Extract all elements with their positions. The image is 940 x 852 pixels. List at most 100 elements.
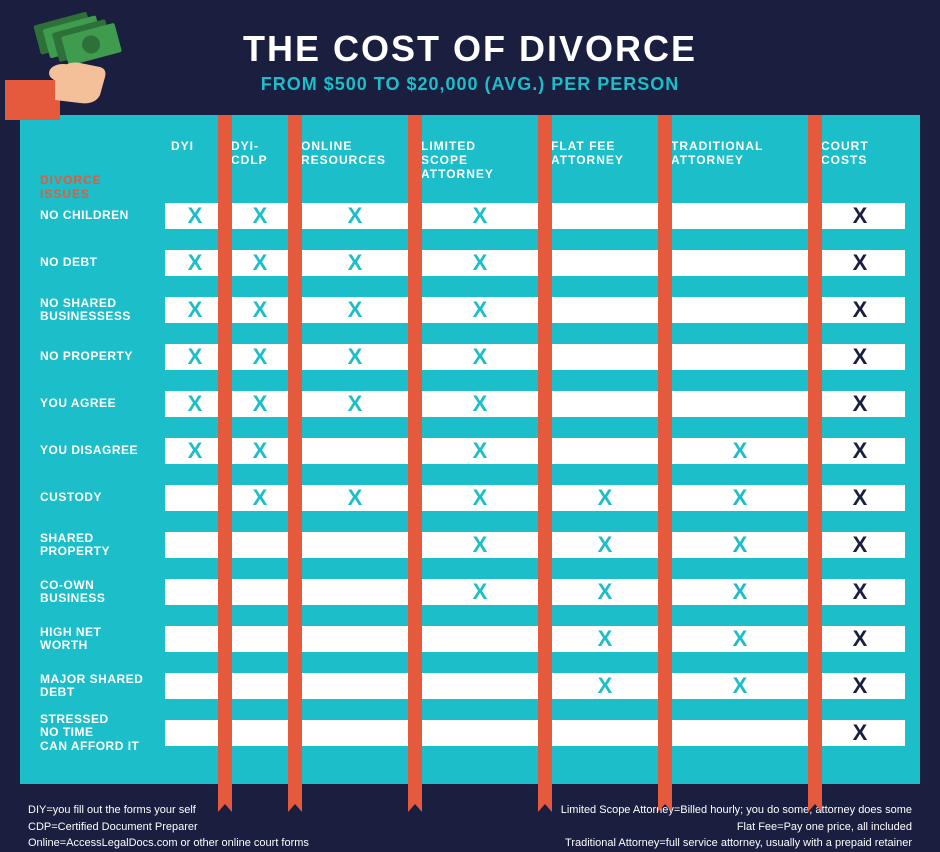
table-cell: [415, 673, 545, 699]
table-cell: X: [295, 344, 415, 370]
table-cell: X: [815, 626, 905, 652]
divider-ribbon: [408, 115, 422, 804]
divider-ribbon: [538, 115, 552, 804]
table-cell: [295, 438, 415, 464]
table-cell: X: [415, 250, 545, 276]
table-cell: X: [415, 203, 545, 229]
row-label: NO DEBT: [40, 242, 165, 284]
table-cell: X: [815, 720, 905, 746]
column-header: DYI-CDLP: [225, 135, 295, 195]
table-cell: X: [665, 673, 815, 699]
table-cell: X: [415, 532, 545, 558]
row-label: CUSTODY: [40, 477, 165, 519]
table-cell: X: [225, 297, 295, 323]
table-cell: [545, 297, 665, 323]
table-cell: X: [665, 532, 815, 558]
divider-ribbon: [288, 115, 302, 804]
table-cell: X: [815, 438, 905, 464]
table-cell: [165, 485, 225, 511]
table-cell: X: [415, 297, 545, 323]
table-cell: X: [815, 391, 905, 417]
table-cell: X: [665, 626, 815, 652]
table-cell: [545, 720, 665, 746]
money-hand-icon: [5, 5, 155, 130]
table-cell: [665, 203, 815, 229]
table-cell: X: [295, 250, 415, 276]
table-cell: [225, 626, 295, 652]
column-header: ONLINERESOURCES: [295, 135, 415, 195]
table-cell: X: [815, 485, 905, 511]
divider-ribbon: [808, 115, 822, 804]
table-cell: X: [165, 297, 225, 323]
footer-right-text: Limited Scope Attorney=Billed hourly; yo…: [561, 802, 912, 852]
table-cell: X: [415, 438, 545, 464]
table-cell: X: [225, 438, 295, 464]
row-label: NO CHILDREN: [40, 195, 165, 237]
row-label: YOU AGREE: [40, 383, 165, 425]
row-label: STRESSEDNO TIMECAN AFFORD IT: [40, 712, 165, 754]
table-cell: X: [415, 579, 545, 605]
column-header: LIMITEDSCOPEATTORNEY: [415, 135, 545, 195]
table-cell: X: [545, 532, 665, 558]
table-cell: [295, 673, 415, 699]
table-cell: X: [665, 579, 815, 605]
table-cell: [165, 532, 225, 558]
table-cell: X: [545, 626, 665, 652]
table-cell: X: [545, 579, 665, 605]
table-cell: X: [225, 203, 295, 229]
table-cell: X: [665, 438, 815, 464]
table-cell: [545, 344, 665, 370]
table-cell: [295, 532, 415, 558]
table-cell: [225, 673, 295, 699]
table-cell: X: [815, 579, 905, 605]
row-label: NO SHAREDBUSINESSESS: [40, 289, 165, 331]
column-header: FLAT FEEATTORNEY: [545, 135, 665, 195]
table-cell: X: [165, 438, 225, 464]
table-cell: [165, 720, 225, 746]
table-cell: X: [295, 391, 415, 417]
table-cell: [295, 626, 415, 652]
footer-legend: DIY=you fill out the forms your selfCDP=…: [0, 784, 940, 852]
divider-ribbon: [218, 115, 232, 804]
table-cell: X: [815, 532, 905, 558]
table-cell: X: [545, 673, 665, 699]
table-cell: X: [225, 344, 295, 370]
table-cell: [415, 626, 545, 652]
table-cell: [165, 579, 225, 605]
table-cell: X: [415, 485, 545, 511]
table-cell: X: [815, 344, 905, 370]
table-cell: X: [815, 203, 905, 229]
row-label: SHAREDPROPERTY: [40, 524, 165, 566]
footer-left-text: DIY=you fill out the forms your selfCDP=…: [28, 802, 309, 852]
table-cell: X: [815, 250, 905, 276]
table-cell: [665, 391, 815, 417]
table-cell: X: [225, 485, 295, 511]
column-header: COURTCOSTS: [815, 135, 905, 195]
table-cell: X: [165, 250, 225, 276]
row-label: HIGH NETWORTH: [40, 618, 165, 660]
table-cell: [665, 297, 815, 323]
divider-ribbon: [658, 115, 672, 804]
row-label: CO-OWNBUSINESS: [40, 571, 165, 613]
table-cell: [225, 579, 295, 605]
table-cell: X: [225, 391, 295, 417]
row-label: MAJOR SHAREDDEBT: [40, 665, 165, 707]
row-label: YOU DISAGREE: [40, 430, 165, 472]
table-cell: X: [545, 485, 665, 511]
column-header: TRADITIONALATTORNEY: [665, 135, 815, 195]
table-cell: [545, 203, 665, 229]
table-cell: [665, 344, 815, 370]
table-cell: [165, 626, 225, 652]
table-cell: X: [665, 485, 815, 511]
table-cell: X: [415, 344, 545, 370]
table-cell: X: [815, 297, 905, 323]
table-cell: [165, 673, 225, 699]
table-cell: X: [165, 344, 225, 370]
table-cell: [295, 579, 415, 605]
table-cell: [225, 532, 295, 558]
row-label: NO PROPERTY: [40, 336, 165, 378]
table-cell: [545, 250, 665, 276]
column-header: DYI: [165, 135, 225, 195]
table-cell: X: [295, 297, 415, 323]
table-cell: X: [415, 391, 545, 417]
